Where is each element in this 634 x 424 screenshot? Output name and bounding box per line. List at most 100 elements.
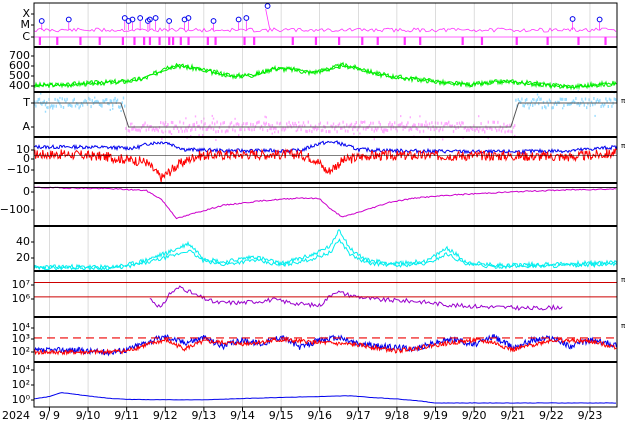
imf-sector-dot xyxy=(463,126,465,130)
imf-sector-dot xyxy=(136,128,138,132)
imf-sector-dot xyxy=(205,128,207,132)
xtick-label: 9/19 xyxy=(423,409,448,422)
imf-sector-dot xyxy=(494,126,497,130)
imf-sector-dot xyxy=(320,129,323,133)
imf-sector-dot xyxy=(238,123,240,127)
imf-sector-dot xyxy=(100,103,102,107)
imf-sector-dot xyxy=(272,127,275,131)
imf-sector-dot xyxy=(193,125,195,127)
imf-sector-dot xyxy=(336,130,338,134)
xray-flare-bar xyxy=(133,37,136,45)
imf-sector-dot xyxy=(145,128,147,132)
imf-sector-dot xyxy=(90,105,92,109)
label-layer: XMC700600500400TAπ100−10π0−100402010⁷10⁶… xyxy=(0,7,626,406)
imf-sector-dot xyxy=(418,122,420,126)
imf-sector-dot xyxy=(528,106,530,110)
xray-flare-bar xyxy=(171,37,175,45)
imf-sector-dot xyxy=(294,121,296,125)
imf-sector-dot xyxy=(182,121,185,125)
xtick-label: 9/10 xyxy=(76,409,101,422)
imf-sector-dot xyxy=(62,106,65,109)
imf-sector-dot xyxy=(223,121,225,125)
imf-sector-dot xyxy=(233,124,235,128)
ytick-label-imf_bz_bt-0: 10 xyxy=(16,143,30,156)
imf-sector-dot xyxy=(43,99,45,103)
imf-sector-dot xyxy=(557,100,559,104)
imf-sector-dot xyxy=(262,128,264,132)
panel-right-marker: π xyxy=(621,142,626,150)
imf-sector-dot xyxy=(310,124,312,128)
imf-sector-dot xyxy=(502,126,504,130)
imf-sector-dot xyxy=(373,129,375,133)
xray-flare-bar xyxy=(179,37,182,45)
imf-sector-dot xyxy=(156,128,158,132)
imf-sector-dot xyxy=(386,129,389,132)
imf-sector-dot xyxy=(538,102,540,106)
xray-flare-bar xyxy=(98,37,101,45)
imf-sector-dot xyxy=(559,97,561,101)
imf-sector-dot xyxy=(395,127,397,131)
imf-sector-dot xyxy=(523,104,525,108)
imf-sector-dot xyxy=(534,102,536,106)
imf-sector-dot xyxy=(178,130,180,133)
imf-sector-dot xyxy=(356,128,359,132)
imf-sector-dot xyxy=(95,100,97,104)
imf-sector-dot xyxy=(427,126,429,130)
imf-sector-dot xyxy=(302,121,305,125)
imf-sector-dot xyxy=(317,127,319,130)
imf-sector-dot xyxy=(220,122,222,126)
imf-sector-dot xyxy=(572,99,575,103)
xray-flare-marker xyxy=(152,15,159,21)
xray-flare-bar xyxy=(253,37,256,45)
imf-sector-dot xyxy=(400,115,402,118)
xtick-label: 9/ 9 xyxy=(39,409,60,422)
xray-flare-marker xyxy=(243,15,250,21)
xtick-label: 9/17 xyxy=(346,409,371,422)
imf-sector-dot xyxy=(338,122,341,126)
imf-sector-dot xyxy=(293,124,295,128)
imf-sector-dot xyxy=(464,126,467,130)
ytick-label-solar_wind_speed-3: 400 xyxy=(9,79,30,92)
imf-sector-dot xyxy=(67,103,69,107)
imf-sector-dot xyxy=(160,121,162,125)
imf-sector-dot xyxy=(128,129,131,133)
imf-sector-dot xyxy=(536,98,539,102)
imf-sector-dot xyxy=(569,102,571,106)
imf-sector-dot xyxy=(412,124,414,128)
imf-sector-dot xyxy=(373,138,375,141)
imf-sector-dot xyxy=(152,127,155,131)
imf-sector-dot xyxy=(217,130,219,133)
imf-sector-dot xyxy=(410,127,413,131)
xray-flare-stem xyxy=(265,8,270,29)
imf-sector-dot xyxy=(581,97,583,101)
imf-sector-dot xyxy=(496,129,498,133)
imf-sector-dot xyxy=(115,100,117,102)
xray-flare-marker xyxy=(121,15,128,21)
imf-sector-dot xyxy=(562,107,564,110)
imf-sector-dot xyxy=(264,115,266,118)
ytick-label-xray_flares-0: X xyxy=(22,7,30,20)
imf-sector-dot xyxy=(202,127,204,131)
xray-flare-bar xyxy=(604,37,607,45)
imf-sector-dot xyxy=(253,128,255,131)
imf-sector-dot xyxy=(355,121,357,124)
xray-flare-marker xyxy=(210,18,217,24)
imf-sector-dot xyxy=(614,98,617,101)
imf-sector-dot xyxy=(362,121,365,123)
imf-sector-dot xyxy=(299,124,301,128)
imf-sector-dot xyxy=(390,124,392,127)
imf-sector-dot xyxy=(560,97,563,101)
imf-sector-dot xyxy=(70,104,72,107)
xray-flare-bar xyxy=(158,37,161,45)
xtick-label: 9/18 xyxy=(385,409,410,422)
imf-sector-dot xyxy=(548,98,551,102)
panel-right-marker: π xyxy=(621,276,626,284)
imf-sector-dot xyxy=(326,121,329,125)
imf-sector-dot xyxy=(529,103,531,107)
imf-sector-dot xyxy=(277,130,279,134)
imf-sector-dot xyxy=(91,99,93,103)
imf-sector-dot xyxy=(120,104,122,108)
imf-sector-dot xyxy=(185,117,187,120)
imf-sector-dot xyxy=(198,124,200,128)
imf-sector-dot xyxy=(86,102,89,106)
